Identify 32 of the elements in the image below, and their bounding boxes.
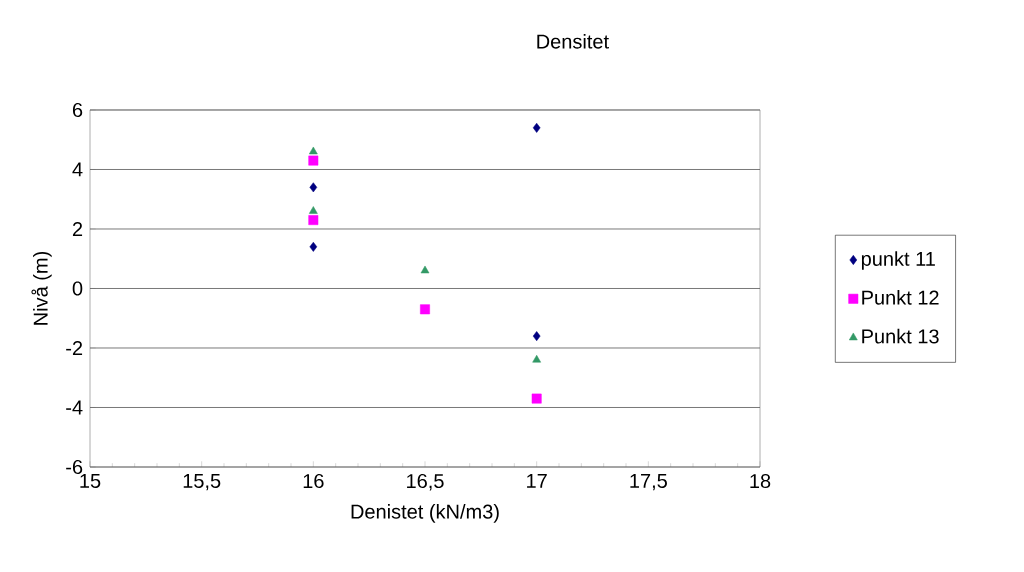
x-tick-label: 17,5: [630, 473, 667, 491]
point: [532, 354, 541, 363]
legend-label: Punkt 13: [862, 328, 939, 344]
chart-title: Densitet: [537, 33, 609, 49]
legend-label: punkt 11: [861, 251, 935, 270]
point: [309, 182, 318, 193]
y-tick-label: -2: [66, 341, 83, 355]
y-axis-title: Nivå (m): [31, 251, 52, 325]
y-tick-label: 6: [72, 102, 83, 118]
y-tick-label: -4: [66, 400, 83, 415]
y-tick-label: -6: [66, 459, 83, 475]
point: [532, 331, 541, 342]
x-tick-label: 18: [750, 473, 771, 489]
point: [420, 265, 430, 274]
point: [309, 206, 318, 214]
x-tick-label: 15: [80, 473, 101, 488]
point: [308, 215, 319, 225]
x-tick-label: 15,5: [183, 473, 221, 491]
x-axis-title: Denistet (kN/m3): [351, 504, 499, 523]
legend-label: Punkt 12: [862, 290, 939, 305]
point: [309, 146, 318, 155]
x-tick-label: 17: [527, 473, 547, 488]
point: [309, 241, 318, 252]
y-tick-label: 0: [72, 281, 83, 296]
y-tick-label: 2: [72, 222, 83, 236]
point: [531, 393, 542, 404]
x-tick-label: 16,5: [407, 473, 444, 491]
point: [420, 304, 430, 315]
point: [308, 155, 319, 166]
y-tick-label: 4: [72, 162, 83, 177]
point: [532, 122, 541, 133]
x-tick-label: 16: [303, 473, 324, 489]
